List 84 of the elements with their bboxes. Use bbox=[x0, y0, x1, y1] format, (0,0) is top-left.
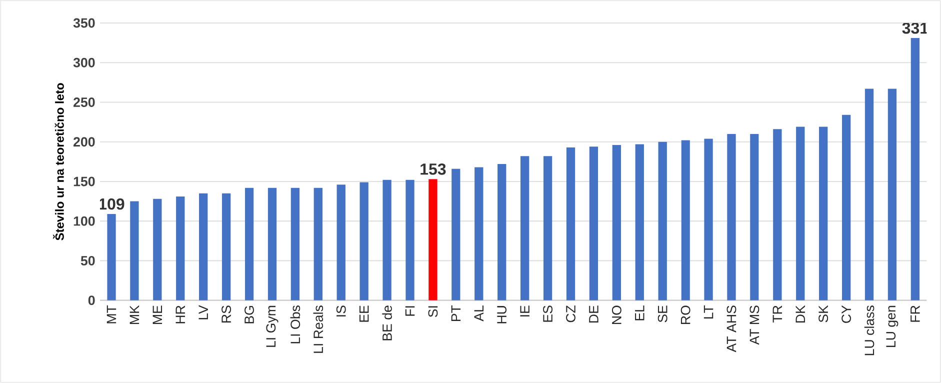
y-axis-title: Število ur na teoretično leto bbox=[53, 83, 64, 240]
bar bbox=[842, 114, 851, 300]
bar bbox=[452, 168, 460, 300]
x-tick-label: PT bbox=[451, 305, 461, 321]
bar bbox=[910, 38, 920, 300]
y-tick-label: 100 bbox=[74, 216, 95, 226]
bar bbox=[107, 214, 116, 300]
x-tick-label: AT MS bbox=[750, 306, 760, 345]
x-tick-label: LI Gym bbox=[266, 306, 278, 347]
x-tick-label: NO bbox=[612, 306, 622, 324]
x-tick-label: LI Reals bbox=[313, 306, 324, 353]
x-tick-label: LV bbox=[198, 305, 208, 320]
bar bbox=[153, 198, 162, 300]
bar bbox=[498, 164, 506, 300]
x-tick-label: ES bbox=[543, 306, 552, 322]
bar bbox=[520, 156, 530, 300]
bar bbox=[635, 144, 644, 300]
bar bbox=[130, 201, 139, 300]
x-tick-label: ME bbox=[152, 306, 162, 324]
x-tick-label: IS bbox=[336, 306, 346, 316]
y-tick-label: 200 bbox=[74, 137, 95, 147]
y-tick-label: 350 bbox=[73, 18, 95, 28]
y-tick-label: 50 bbox=[80, 256, 95, 266]
x-tick-label: DK bbox=[796, 305, 805, 322]
x-tick-label: IE bbox=[520, 306, 530, 316]
bar bbox=[474, 167, 484, 300]
bar bbox=[406, 180, 414, 300]
x-tick-label: CZ bbox=[566, 305, 576, 322]
x-tick-label: DE bbox=[589, 306, 598, 322]
x-tick-label: BE de bbox=[382, 306, 392, 340]
bar bbox=[360, 182, 368, 300]
bar bbox=[864, 88, 874, 300]
x-tick-label: FR bbox=[910, 306, 920, 322]
x-tick-label: LT bbox=[704, 305, 714, 319]
bar bbox=[658, 142, 667, 300]
x-tick-label: EL bbox=[635, 305, 644, 320]
y-tick-label: 150 bbox=[74, 176, 95, 186]
data-label: 331 bbox=[902, 22, 928, 34]
data-label: 109 bbox=[99, 198, 124, 210]
x-tick-label: SE bbox=[658, 306, 668, 322]
x-tick-label: HR bbox=[176, 306, 185, 324]
x-tick-label: TR bbox=[772, 306, 782, 323]
x-tick-label: CY bbox=[842, 305, 852, 323]
bar bbox=[199, 193, 208, 300]
bar bbox=[704, 138, 713, 300]
bar bbox=[888, 88, 897, 300]
x-tick-label: RS bbox=[222, 306, 232, 322]
x-tick-label: HU bbox=[497, 306, 507, 324]
bar bbox=[796, 126, 805, 300]
y-tick-label: 300 bbox=[73, 58, 95, 68]
bar bbox=[612, 145, 622, 300]
bar bbox=[566, 147, 576, 300]
bar bbox=[750, 134, 759, 300]
bar bbox=[819, 126, 828, 300]
x-tick-label: RO bbox=[680, 306, 690, 324]
x-tick-label: SK bbox=[818, 305, 828, 322]
x-tick-label: MT bbox=[106, 305, 116, 324]
data-label: 153 bbox=[420, 163, 446, 175]
x-tick-label: LU gen bbox=[886, 306, 898, 347]
bar bbox=[314, 188, 322, 300]
x-tick-label: EE bbox=[359, 306, 369, 322]
bar bbox=[773, 129, 782, 300]
bar bbox=[428, 179, 438, 300]
x-tick-label: FI bbox=[405, 306, 415, 316]
bar bbox=[681, 140, 690, 300]
bar bbox=[244, 188, 254, 300]
bar bbox=[382, 180, 392, 300]
bar bbox=[727, 134, 736, 300]
bar bbox=[589, 146, 598, 300]
x-tick-label: LI Obs bbox=[290, 306, 300, 344]
x-tick-label: LU class bbox=[864, 306, 874, 356]
x-tick-label: MK bbox=[130, 305, 140, 324]
bar bbox=[176, 196, 185, 300]
y-tick-label: 250 bbox=[74, 98, 95, 107]
x-tick-label: AT AHS bbox=[726, 306, 736, 352]
x-tick-label: BG bbox=[244, 306, 254, 324]
bar bbox=[336, 184, 346, 300]
bar bbox=[268, 188, 277, 300]
y-tick-label: 0 bbox=[88, 296, 95, 306]
x-tick-label: AL bbox=[474, 305, 484, 322]
bar bbox=[222, 193, 231, 300]
bar bbox=[290, 188, 300, 300]
bar bbox=[543, 156, 552, 300]
x-tick-label: SI bbox=[428, 306, 438, 318]
